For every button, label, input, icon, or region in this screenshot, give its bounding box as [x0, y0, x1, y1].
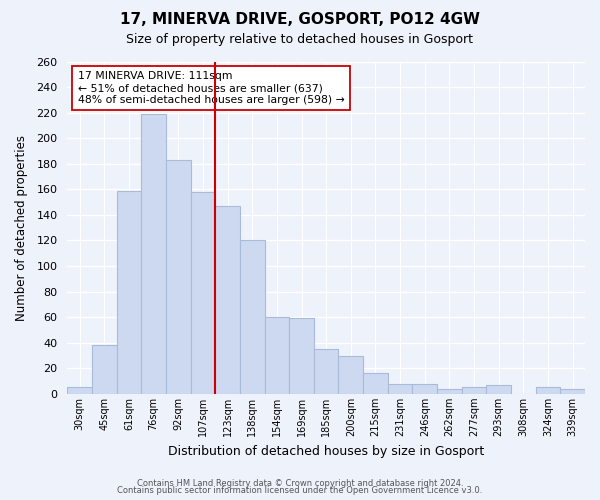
Text: 17 MINERVA DRIVE: 111sqm
← 51% of detached houses are smaller (637)
48% of semi-: 17 MINERVA DRIVE: 111sqm ← 51% of detach…: [77, 72, 344, 104]
Bar: [462, 388, 487, 394]
Bar: [560, 389, 585, 394]
Text: Contains public sector information licensed under the Open Government Licence v3: Contains public sector information licen…: [118, 486, 482, 495]
Bar: [363, 374, 388, 394]
Text: Size of property relative to detached houses in Gosport: Size of property relative to detached ho…: [127, 32, 473, 46]
Bar: [116, 190, 141, 394]
Bar: [412, 384, 437, 394]
Bar: [289, 318, 314, 394]
Bar: [166, 160, 191, 394]
Bar: [240, 240, 265, 394]
Bar: [338, 356, 363, 394]
Text: 17, MINERVA DRIVE, GOSPORT, PO12 4GW: 17, MINERVA DRIVE, GOSPORT, PO12 4GW: [120, 12, 480, 28]
Text: Contains HM Land Registry data © Crown copyright and database right 2024.: Contains HM Land Registry data © Crown c…: [137, 478, 463, 488]
Y-axis label: Number of detached properties: Number of detached properties: [15, 134, 28, 320]
Bar: [487, 385, 511, 394]
Bar: [314, 349, 338, 394]
Bar: [388, 384, 412, 394]
Bar: [536, 388, 560, 394]
Bar: [67, 388, 92, 394]
Bar: [215, 206, 240, 394]
X-axis label: Distribution of detached houses by size in Gosport: Distribution of detached houses by size …: [168, 444, 484, 458]
Bar: [141, 114, 166, 394]
Bar: [265, 317, 289, 394]
Bar: [437, 389, 462, 394]
Bar: [191, 192, 215, 394]
Bar: [92, 346, 116, 394]
